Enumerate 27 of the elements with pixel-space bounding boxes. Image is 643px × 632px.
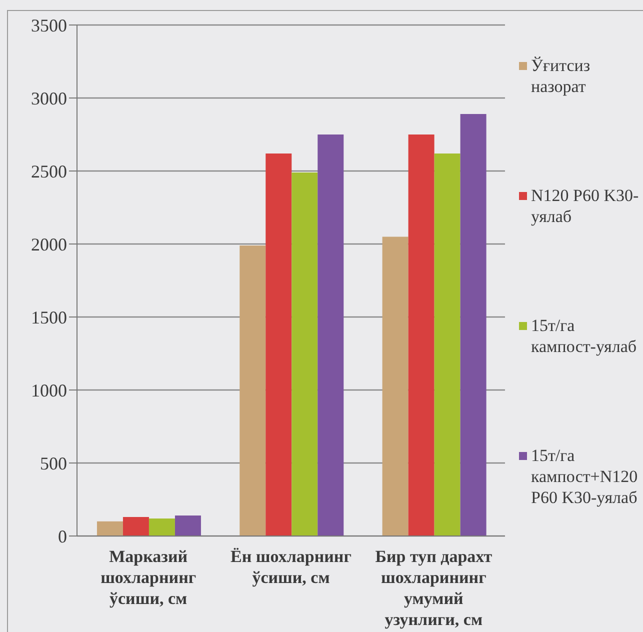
x-tick-label: Ён шохларнинг ўсиши, см <box>230 547 352 587</box>
bar <box>122 517 149 536</box>
bar <box>292 172 318 536</box>
bar <box>408 134 434 536</box>
y-tick-label: 1000 <box>31 380 67 400</box>
legend-label: 15т/га кампост-уялаб <box>531 315 638 357</box>
y-tick-label: 500 <box>40 453 67 474</box>
legend-label: 15т/га кампост+N120 P60 K30-уялаб <box>531 445 639 508</box>
bar <box>434 153 460 536</box>
y-tick-label: 3500 <box>31 15 67 36</box>
y-tick-label: 2000 <box>31 234 67 254</box>
y-tick-label: 0 <box>58 526 67 546</box>
y-tick-label: 2500 <box>31 161 67 182</box>
y-tick-label: 3000 <box>31 88 67 108</box>
bar <box>382 236 408 536</box>
bar <box>174 516 201 536</box>
x-tick-label: Бир туп дарахт шохларининг умумий узунлиги, см <box>375 547 493 629</box>
bar <box>318 134 344 536</box>
bar <box>96 521 123 536</box>
y-tick-label: 1500 <box>31 307 67 328</box>
bar <box>240 245 266 536</box>
x-tick-label: Марказий шохларнинг ўсиши, см <box>100 547 196 608</box>
legend-label: Ўғитсиз назорат <box>531 55 592 97</box>
bar <box>460 114 486 536</box>
bar <box>148 518 175 536</box>
bar <box>266 153 292 536</box>
legend-label: N120 P60 K30-уялаб <box>531 185 640 227</box>
